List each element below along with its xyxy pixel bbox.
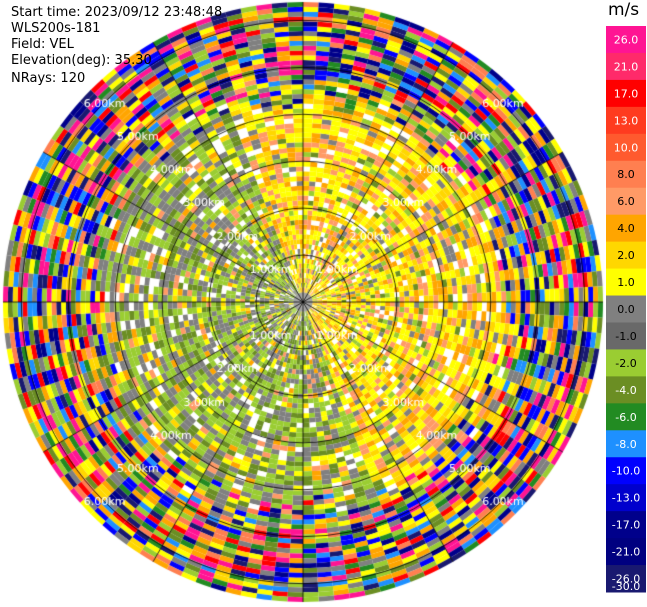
colorbar-tick-label: 6.0 <box>617 195 635 208</box>
colorbar-tick-label: 26.0 <box>614 33 639 46</box>
colorbar-tick-label: -8.0 <box>615 438 636 451</box>
colorbar-swatch <box>606 538 646 566</box>
colorbar-tick-label: -21.0 <box>612 546 640 559</box>
velocity-colorbar: 26.0 21.0 17.0 13.0 10.0 8.0 6.0 4.0 2.0 1.0 0.0 -1… <box>606 26 646 593</box>
colorbar-swatch <box>606 26 646 54</box>
colorbar-swatch <box>606 403 646 431</box>
colorbar-tick-label: -30.0 <box>612 580 640 593</box>
colorbar-tick-label: 2.0 <box>617 249 635 262</box>
colorbar-tick-label: -6.0 <box>615 411 636 424</box>
colorbar-swatch <box>606 79 646 108</box>
radar-ppi-plot <box>0 0 606 607</box>
colorbar-tick-label: 10.0 <box>614 141 639 154</box>
colorbar-tick-label: 21.0 <box>614 60 639 73</box>
colorbar-swatch <box>606 430 646 458</box>
colorbar-swatch <box>606 187 646 216</box>
colorbar-swatch <box>606 511 646 539</box>
colorbar-swatch <box>606 241 646 270</box>
colorbar-swatch <box>606 133 646 162</box>
colorbar-tick-label: 13.0 <box>614 114 639 127</box>
colorbar-swatch <box>606 214 646 243</box>
colorbar-tick-label: -26.0 <box>612 573 640 586</box>
colorbar-swatch <box>606 349 646 377</box>
colorbar-tick-label: 4.0 <box>617 222 635 235</box>
start-time-label: Start time: 2023/09/12 23:48:48 <box>11 5 223 20</box>
colorbar-swatch <box>606 457 646 485</box>
colorbar-unit-label: m/s <box>608 0 640 20</box>
field-label: Field: VEL <box>11 37 74 52</box>
elevation-label: Elevation(deg): 35.30 <box>11 53 152 68</box>
colorbar-swatch <box>606 160 646 189</box>
colorbar-tick-label: 0.0 <box>617 303 635 316</box>
colorbar-tick-label: -2.0 <box>615 357 636 370</box>
instrument-label: WLS200s-181 <box>11 21 101 36</box>
colorbar-swatch <box>606 322 646 350</box>
colorbar-swatch <box>606 295 646 323</box>
colorbar-swatch <box>606 376 646 404</box>
colorbar-swatch <box>606 106 646 135</box>
colorbar-tick-label: -13.0 <box>612 492 640 505</box>
colorbar-tick-label: -10.0 <box>612 465 640 478</box>
colorbar-tick-label: -4.0 <box>615 384 636 397</box>
colorbar-tick-label: 8.0 <box>617 168 635 181</box>
colorbar-tick-label: 17.0 <box>614 87 639 100</box>
colorbar-swatch <box>606 484 646 512</box>
nrays-label: NRays: 120 <box>11 71 86 86</box>
colorbar-tick-label: -1.0 <box>615 330 636 343</box>
colorbar-swatch <box>606 268 646 297</box>
colorbar-tick-label: -17.0 <box>612 519 640 532</box>
colorbar-tick-label: 1.0 <box>617 276 635 289</box>
colorbar-swatch <box>606 565 646 593</box>
colorbar-swatch <box>606 52 646 81</box>
